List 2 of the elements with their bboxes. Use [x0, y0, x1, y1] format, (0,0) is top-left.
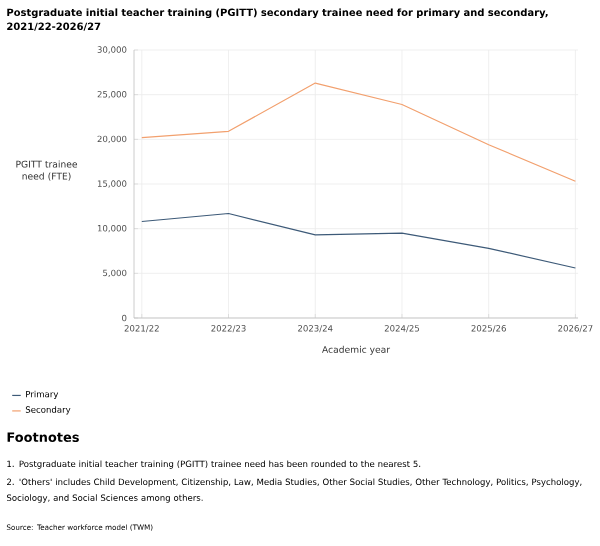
line-series	[141, 212, 577, 269]
line-series	[141, 82, 577, 182]
